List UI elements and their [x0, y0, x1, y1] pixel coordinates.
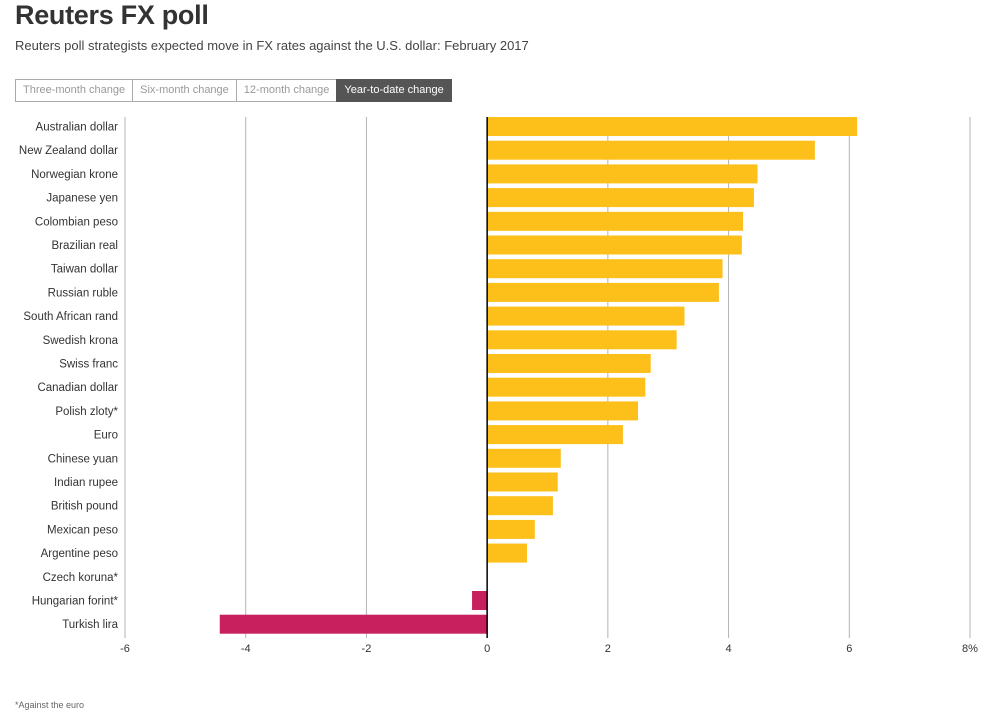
bar: [487, 164, 758, 184]
category-label: Colombian peso: [35, 216, 118, 228]
category-label: Argentine peso: [41, 548, 118, 560]
tab-twelve-month[interactable]: 12-month change: [235, 79, 338, 102]
bar: [487, 117, 858, 136]
category-label: Brazilian real: [52, 240, 118, 252]
category-label: Czech koruna*: [43, 572, 119, 584]
category-label: Hungarian forint*: [32, 596, 119, 608]
x-tick-label: 6: [846, 643, 852, 655]
category-label: South African rand: [23, 311, 118, 323]
bar: [487, 472, 558, 492]
bar: [487, 306, 685, 326]
category-label: Japanese yen: [46, 193, 118, 205]
x-tick-label: 8%: [962, 643, 978, 655]
category-label: Taiwan dollar: [51, 264, 118, 276]
category-label: Mexican peso: [47, 524, 118, 536]
tab-six-month[interactable]: Six-month change: [132, 79, 237, 102]
category-label: British pound: [51, 501, 118, 513]
bar: [487, 354, 651, 373]
category-label: Indian rupee: [54, 477, 118, 489]
x-tick-label: 0: [484, 643, 490, 655]
x-tick-label: 2: [605, 643, 611, 655]
tab-three-month[interactable]: Three-month change: [15, 79, 134, 102]
category-label: Swiss franc: [59, 359, 118, 371]
chart-title: Reuters FX poll: [15, 0, 209, 30]
x-tick-label: -6: [120, 643, 130, 655]
bar: [487, 259, 723, 279]
x-tick-label: -2: [362, 643, 372, 655]
bar: [487, 235, 742, 255]
category-label: Turkish lira: [62, 619, 118, 631]
category-label: Russian ruble: [48, 287, 118, 299]
footnote: *Against the euro: [15, 700, 85, 710]
bar: [487, 377, 646, 397]
bar: [487, 211, 744, 231]
bar: [219, 614, 488, 634]
bar: [487, 448, 561, 468]
period-tabs: Three-month change Six-month change 12-m…: [15, 79, 452, 102]
bar-chart: Australian dollar New Zealand dollar Norwe…: [19, 117, 978, 655]
bar: [487, 425, 623, 445]
category-label: Polish zloty*: [55, 406, 118, 418]
bar: [487, 282, 719, 302]
category-label: New Zealand dollar: [19, 145, 118, 157]
bar: [487, 330, 677, 350]
category-label: Australian dollar: [36, 122, 119, 134]
bar: [487, 188, 754, 208]
category-label: Chinese yuan: [48, 453, 118, 465]
category-label: Canadian dollar: [37, 382, 118, 394]
tab-year-to-date[interactable]: Year-to-date change: [336, 79, 452, 102]
category-label: Swedish krona: [43, 335, 119, 347]
bar: [487, 401, 639, 421]
bar: [487, 543, 527, 563]
bar: [487, 496, 553, 516]
x-tick-label: 4: [726, 643, 732, 655]
chart-subtitle: Reuters poll strategists expected move i…: [15, 38, 529, 53]
x-tick-label: -4: [241, 643, 251, 655]
bar: [487, 140, 815, 160]
bar: [487, 519, 535, 539]
category-label: Euro: [94, 430, 118, 442]
category-label: Norwegian krone: [31, 169, 118, 181]
bar: [472, 591, 488, 610]
